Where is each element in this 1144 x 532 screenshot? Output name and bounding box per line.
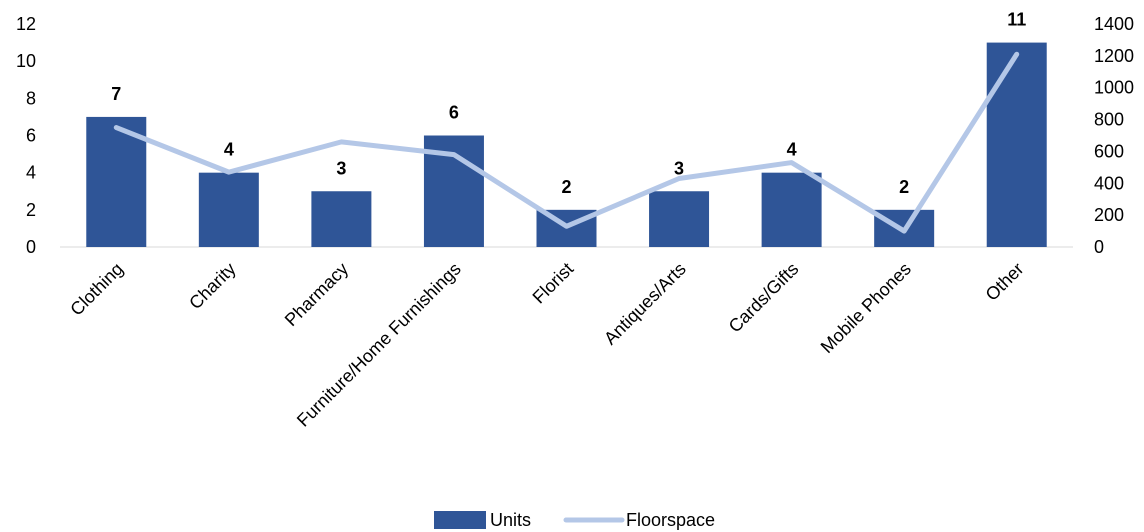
- left-tick-1: 2: [26, 200, 36, 220]
- left-tick-4: 8: [26, 88, 36, 108]
- right-tick-1: 200: [1094, 205, 1124, 225]
- data-label-6: 4: [787, 140, 797, 160]
- left-tick-6: 12: [16, 14, 36, 34]
- floorspace-point-0: [115, 127, 117, 129]
- data-label-1: 4: [224, 140, 234, 160]
- category-label-2: Pharmacy: [281, 259, 352, 330]
- data-label-7: 2: [899, 177, 909, 197]
- data-label-4: 2: [561, 177, 571, 197]
- bar-5: [649, 191, 710, 247]
- bar-1: [198, 172, 259, 247]
- left-tick-0: 0: [26, 237, 36, 257]
- floorspace-point-2: [340, 141, 342, 143]
- data-label-0: 7: [111, 84, 121, 104]
- legend-label-floorspace: Floorspace: [626, 510, 715, 530]
- floorspace-point-6: [791, 162, 793, 164]
- floorspace-point-3: [453, 154, 455, 156]
- category-label-5: Antiques/Arts: [600, 259, 690, 349]
- legend-swatch-units: [434, 511, 486, 529]
- left-tick-2: 4: [26, 163, 36, 183]
- right-tick-5: 1000: [1094, 78, 1134, 98]
- data-label-3: 6: [449, 103, 459, 123]
- right-tick-4: 800: [1094, 110, 1124, 130]
- category-label-6: Cards/Gifts: [725, 259, 803, 337]
- data-label-8: 11: [1007, 10, 1026, 30]
- right-tick-6: 1200: [1094, 46, 1134, 66]
- right-tick-3: 600: [1094, 141, 1124, 161]
- bar-2: [311, 191, 372, 247]
- bar-8: [986, 42, 1047, 248]
- left-tick-3: 6: [26, 126, 36, 146]
- left-tick-5: 10: [16, 51, 36, 71]
- bar-6: [761, 172, 822, 247]
- right-axis: 0 200 400 600 800 1000 1200 1400: [1094, 14, 1134, 257]
- right-tick-7: 1400: [1094, 14, 1134, 34]
- floorspace-point-1: [228, 171, 230, 173]
- category-label-7: Mobile Phones: [817, 259, 915, 357]
- floorspace-point-4: [566, 225, 567, 227]
- legend-label-units: Units: [490, 510, 531, 530]
- floorspace-point-8: [1016, 53, 1018, 55]
- plot-area: 7 4 3 6 2 3 4 2 11: [60, 10, 1073, 248]
- data-label-2: 3: [336, 158, 346, 178]
- left-axis: 0 2 4 6 8 10 12: [16, 14, 36, 257]
- category-label-8: Other: [982, 259, 1028, 305]
- right-tick-2: 400: [1094, 173, 1124, 193]
- data-label-5: 3: [674, 158, 684, 178]
- floorspace-point-7: [903, 230, 905, 232]
- floorspace-point-5: [678, 178, 680, 180]
- bar-0: [86, 116, 147, 248]
- right-tick-0: 0: [1094, 237, 1104, 257]
- category-label-0: Clothing: [66, 259, 127, 320]
- legend: Units Floorspace: [434, 510, 715, 530]
- category-label-4: Florist: [529, 259, 578, 308]
- category-label-1: Charity: [185, 259, 239, 313]
